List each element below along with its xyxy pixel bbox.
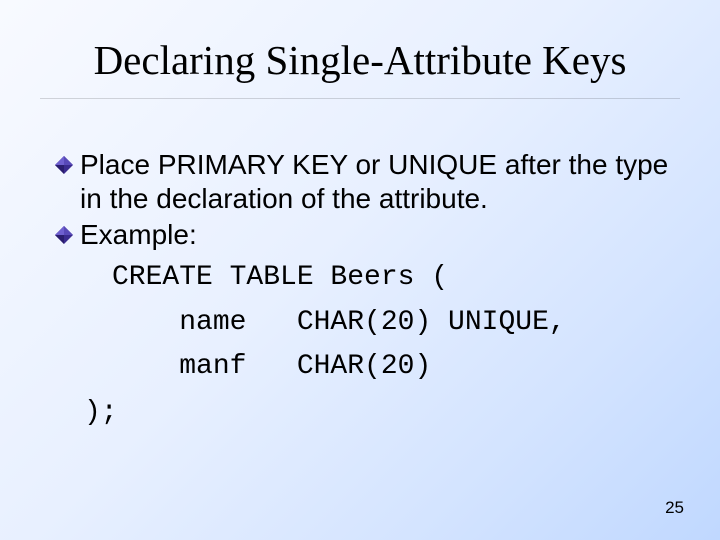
code-block: CREATE TABLE Beers ( name CHAR(20) UNIQU…: [112, 256, 680, 389]
page-number: 25: [665, 498, 684, 518]
bullet-text: Example:: [80, 218, 197, 252]
diamond-bullet-icon: [54, 225, 74, 245]
bullet-text: Place PRIMARY KEY or UNIQUE after the ty…: [80, 148, 680, 216]
bullet-item: Example:: [54, 218, 680, 252]
diamond-bullet-icon: [54, 155, 74, 175]
slide-title: Declaring Single-Attribute Keys: [40, 36, 680, 99]
code-close: );: [84, 391, 680, 435]
slide-body: Place PRIMARY KEY or UNIQUE after the ty…: [54, 148, 680, 435]
bullet-item: Place PRIMARY KEY or UNIQUE after the ty…: [54, 148, 680, 216]
slide: Declaring Single-Attribute Keys Place PR…: [0, 0, 720, 540]
